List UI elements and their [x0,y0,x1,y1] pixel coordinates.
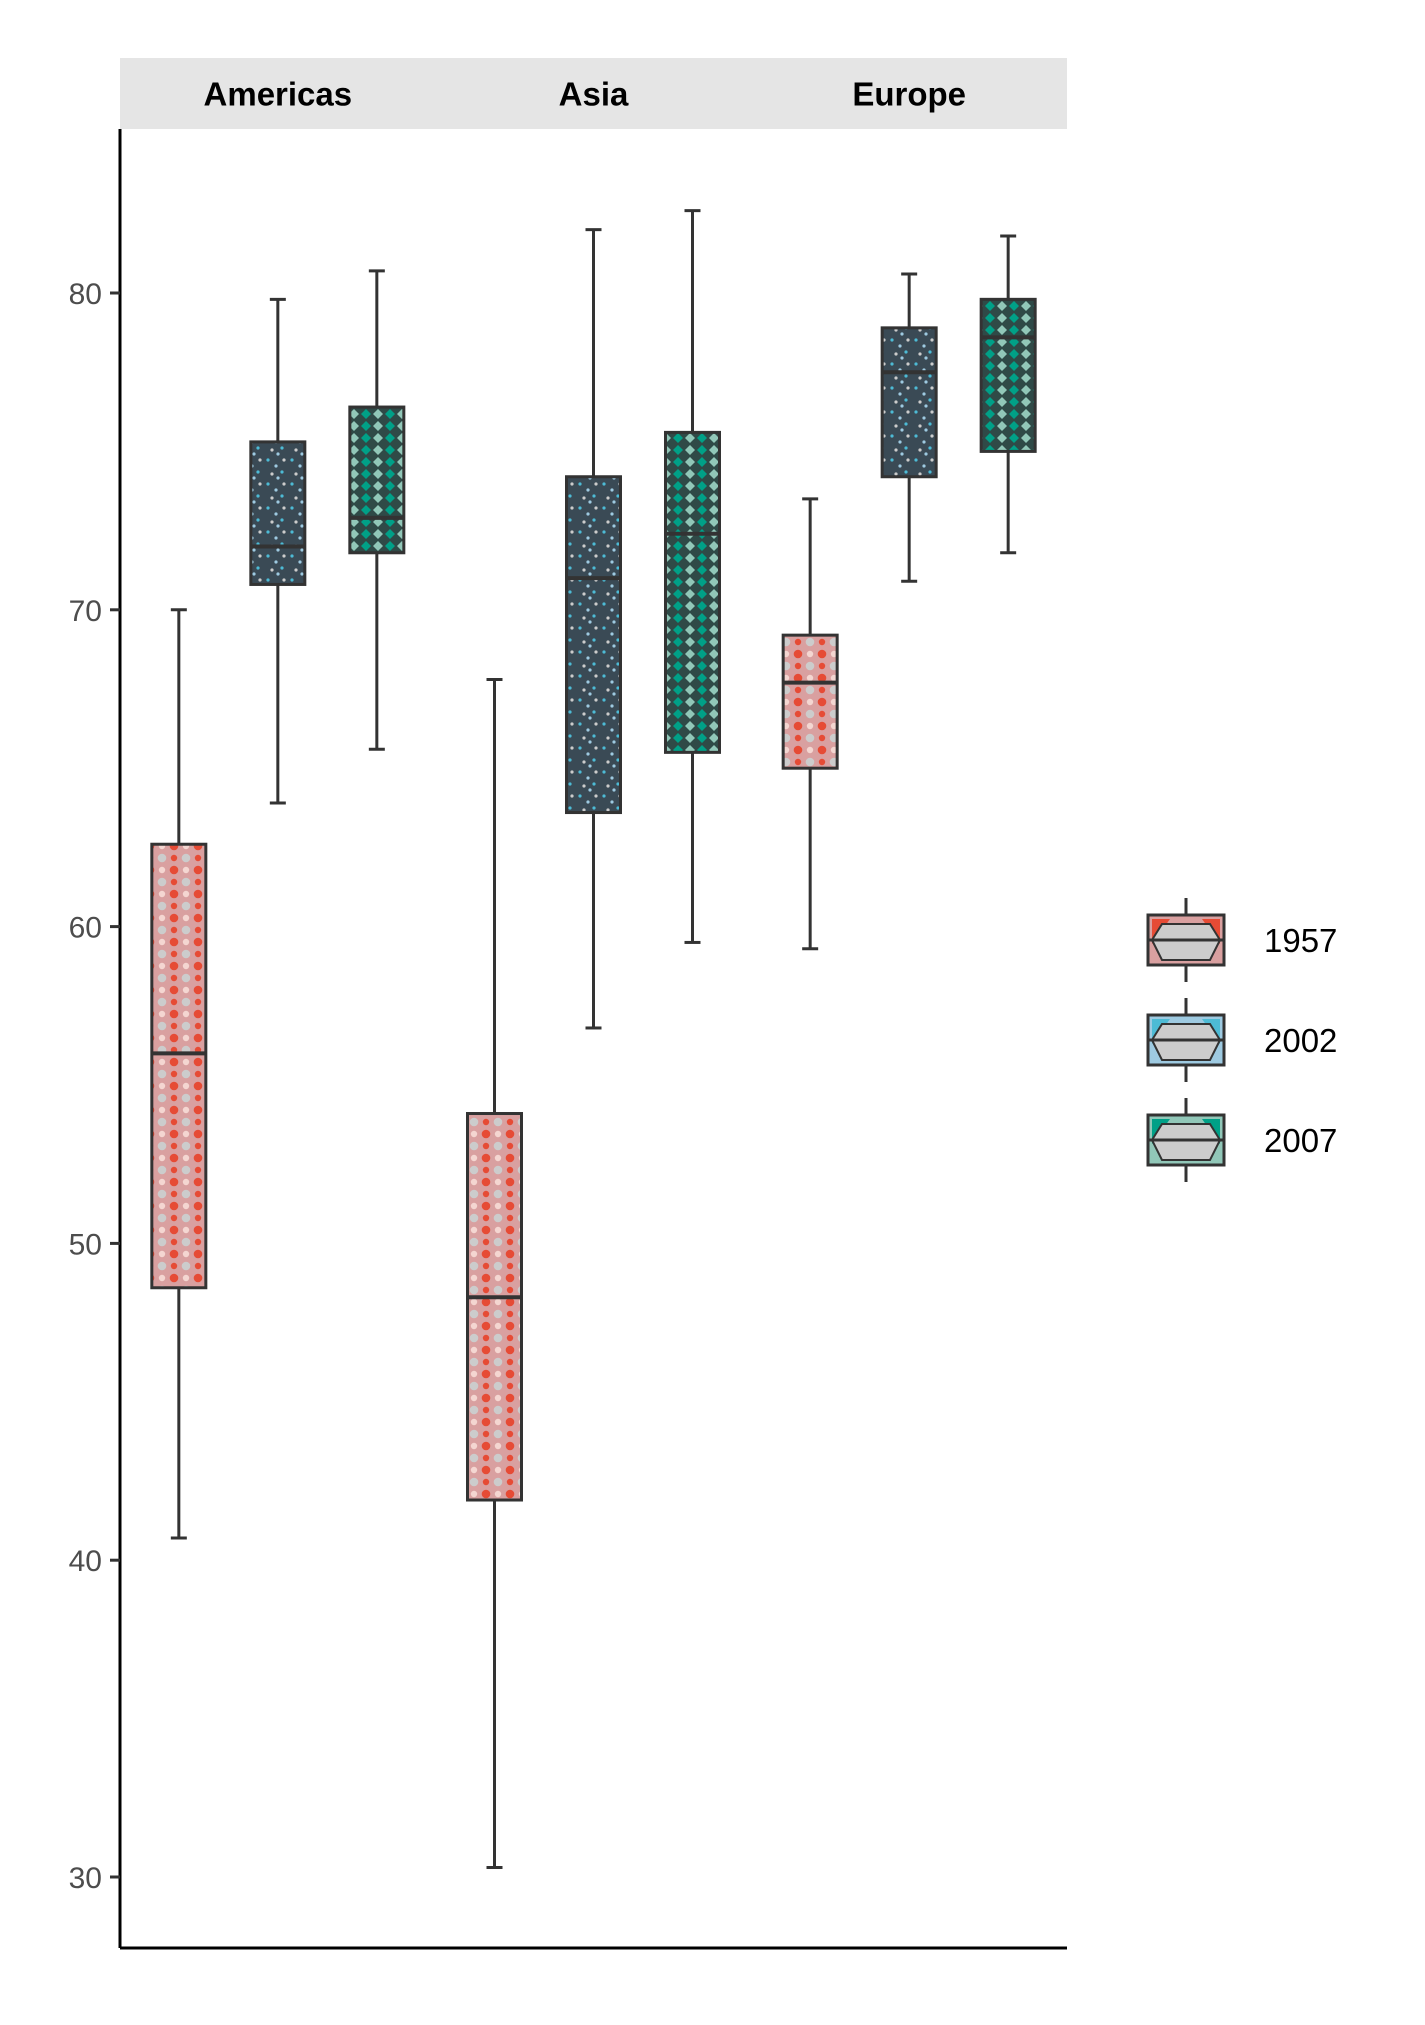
box-americas-1957 [150,608,208,1540]
box-body [348,405,406,555]
legend-item-2002: 2002 [1146,998,1337,1082]
facet-strips: Americas Asia Europe [120,58,1067,129]
box-body [249,440,307,586]
box-body [979,297,1037,453]
legend-item-1957: 1957 [1146,898,1337,982]
y-tick-label-70: 70 [69,595,102,628]
facet-label-americas: Americas [204,76,353,113]
box-body [880,326,938,479]
y-tick-label-30: 30 [69,1862,102,1895]
facet-label-europe: Europe [852,76,966,113]
box-europe-2002 [880,272,938,583]
legend-label-2002: 2002 [1264,1022,1337,1059]
facet-strip-background [120,58,1067,129]
legend-key-shape [1150,923,1222,961]
box-asia-2007 [664,209,721,944]
y-tick-label-80: 80 [69,278,102,311]
box-body [781,633,839,770]
y-tick-label-40: 40 [69,1545,102,1578]
legend-key-shape [1150,1023,1222,1061]
legend-label-1957: 1957 [1264,922,1337,959]
facet-label-asia: Asia [559,76,629,113]
box-body [150,842,208,1290]
box-body [664,430,721,754]
box-layer [150,209,1037,1869]
legend-key-shape [1150,1123,1222,1161]
box-body [565,475,622,815]
legend-label-2007: 2007 [1264,1122,1337,1159]
y-tick-label-60: 60 [69,912,102,945]
box-body [466,1112,523,1502]
y-tick-label-50: 50 [69,1228,102,1261]
legend-item-2007: 2007 [1146,1098,1337,1182]
box-americas-2002 [249,297,307,805]
box-europe-2007 [979,234,1037,555]
box-asia-1957 [466,677,523,1869]
legend: 1957 2002 2007 [1146,898,1337,1182]
box-americas-2007 [348,269,406,751]
y-axis: 30 40 50 60 70 80 [69,129,1067,1950]
box-asia-2002 [565,228,622,1030]
box-europe-1957 [781,497,839,951]
